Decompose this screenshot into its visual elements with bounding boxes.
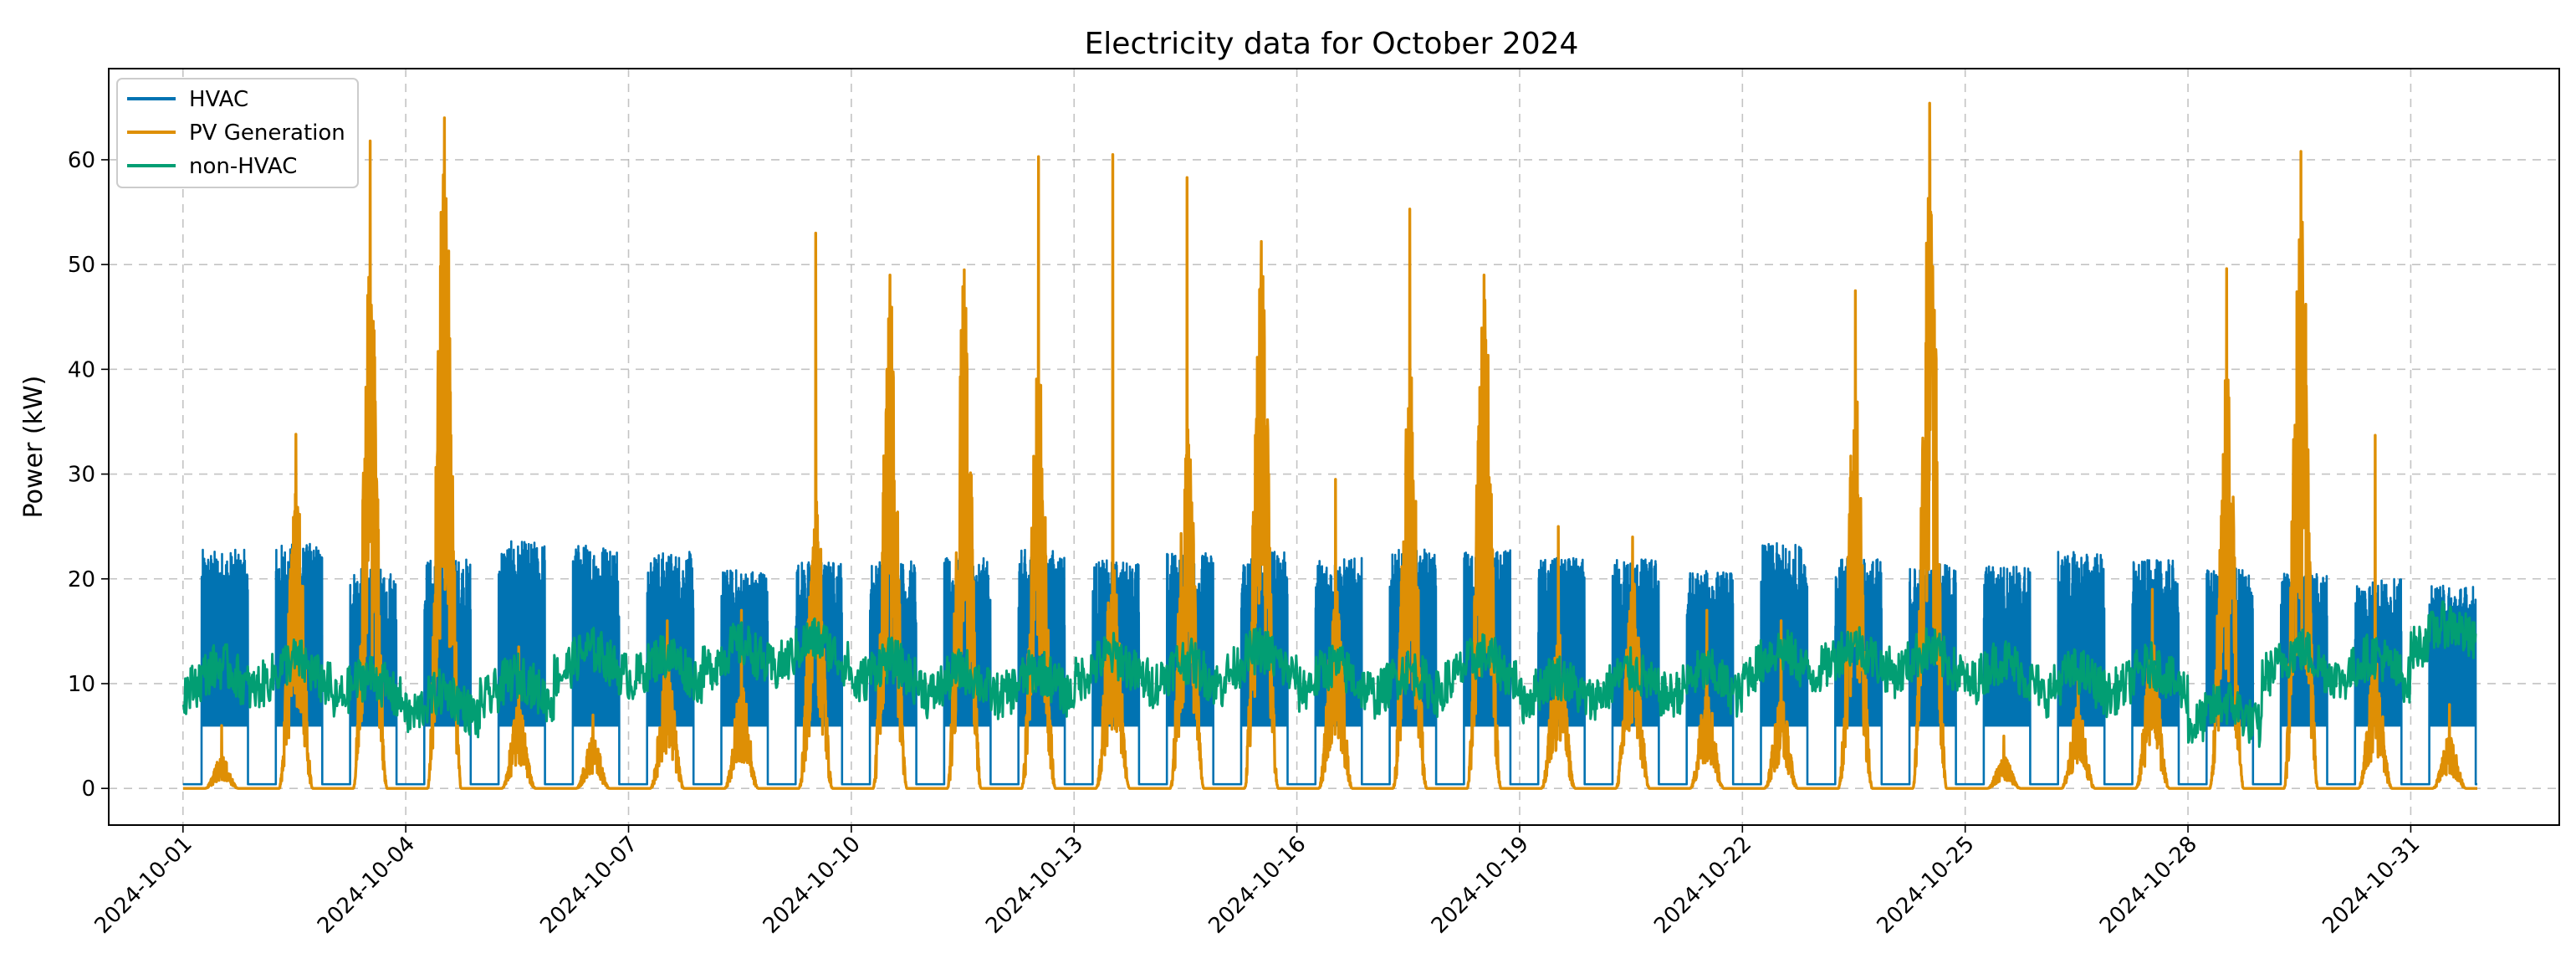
y-tick-label: 20 (68, 567, 95, 592)
legend-label-non-hvac: non-HVAC (189, 154, 297, 179)
y-tick-label: 60 (68, 148, 95, 173)
chart-legend: HVAC PV Generation non-HVAC (116, 78, 359, 188)
series-line-pv-generation (182, 101, 2477, 790)
y-tick-label: 30 (68, 463, 95, 488)
y-tick-label: 10 (68, 672, 95, 697)
legend-label-pv-generation: PV Generation (189, 120, 345, 146)
y-tick-label: 50 (68, 253, 95, 278)
legend-frame (116, 78, 359, 188)
y-tick-label: 40 (68, 357, 95, 382)
plot-area-frame (108, 68, 2560, 826)
y-axis-label: Power (kW) (19, 376, 49, 519)
chart-title: Electricity data for October 2024 (1085, 27, 1579, 61)
y-tick-label: 0 (81, 777, 95, 802)
legend-label-hvac: HVAC (189, 87, 248, 112)
series-line-non-hvac (181, 600, 2477, 748)
